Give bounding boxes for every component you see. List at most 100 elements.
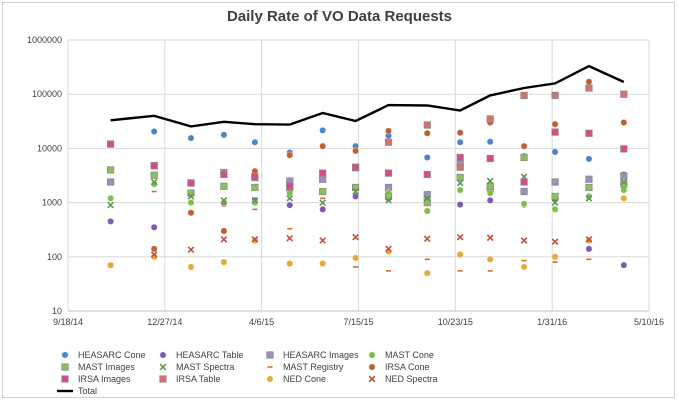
data-point xyxy=(423,154,431,161)
legend-label: HEASARC Cone xyxy=(78,350,146,360)
y-tick-label: 1000 xyxy=(42,198,62,208)
data-point xyxy=(107,178,115,186)
data-point xyxy=(551,205,559,213)
data-point xyxy=(150,251,158,258)
data-point xyxy=(251,196,259,204)
legend-swatch xyxy=(159,375,167,383)
data-point xyxy=(187,179,195,187)
data-point xyxy=(585,78,593,86)
y-tick-label: 100 xyxy=(47,252,62,262)
data-point xyxy=(107,140,115,148)
data-point xyxy=(319,175,327,183)
data-point xyxy=(187,263,195,271)
data-point xyxy=(486,234,494,242)
data-point xyxy=(456,179,464,187)
data-point xyxy=(187,193,195,200)
data-point xyxy=(520,91,528,100)
data-point xyxy=(352,233,359,241)
legend-swatch xyxy=(61,351,69,359)
data-point xyxy=(585,235,593,243)
data-point xyxy=(107,261,115,269)
data-point xyxy=(384,138,393,146)
data-point xyxy=(319,126,327,134)
data-point xyxy=(520,142,528,150)
legend-label: IRSA Cone xyxy=(385,362,430,372)
legend-swatch xyxy=(368,351,376,359)
chart-title: Daily Rate of VO Data Requests xyxy=(226,8,453,25)
legend-label: MAST Images xyxy=(78,362,135,372)
data-point xyxy=(520,187,528,196)
data-point xyxy=(486,138,494,146)
data-point xyxy=(551,120,559,128)
data-point xyxy=(423,269,431,277)
data-point xyxy=(423,129,431,137)
data-point xyxy=(187,134,195,142)
legend-label: IRSA Images xyxy=(78,374,131,384)
data-point xyxy=(585,175,593,183)
legend-label: IRSA Table xyxy=(176,374,220,384)
data-point xyxy=(150,128,158,135)
data-point xyxy=(620,261,628,269)
legend-label: NED Cone xyxy=(283,374,326,384)
data-point xyxy=(319,187,327,196)
data-point xyxy=(220,196,228,204)
data-point xyxy=(423,207,431,215)
data-point xyxy=(319,199,327,206)
data-point xyxy=(520,178,528,186)
data-point xyxy=(620,186,628,194)
legend-label: HEASARC Images xyxy=(283,350,359,360)
data-point xyxy=(385,196,392,204)
data-point xyxy=(486,196,494,204)
data-point xyxy=(456,186,464,194)
data-point xyxy=(585,129,593,137)
data-point xyxy=(585,194,593,202)
data-point xyxy=(620,172,628,180)
legend-swatch xyxy=(368,375,376,383)
data-point xyxy=(423,170,431,179)
legend-label: NED Spectra xyxy=(385,374,438,384)
legend-swatch xyxy=(61,363,69,371)
data-point xyxy=(585,84,593,92)
legend-swatch xyxy=(159,363,167,371)
data-point xyxy=(150,180,158,188)
data-point xyxy=(107,194,115,202)
data-point xyxy=(351,163,360,171)
x-tick-label: 12/27/14 xyxy=(147,317,182,327)
data-point xyxy=(220,258,228,266)
data-point xyxy=(551,199,559,206)
data-point xyxy=(620,145,628,153)
legend-label: MAST Registry xyxy=(283,362,344,372)
data-point xyxy=(456,138,464,146)
x-tick-label: 5/10/16 xyxy=(634,317,664,327)
data-point xyxy=(107,166,115,174)
data-point xyxy=(286,182,294,190)
y-tick-label: 10 xyxy=(52,306,62,316)
x-tick-label: 4/6/15 xyxy=(249,317,274,327)
legend-swatch xyxy=(61,375,69,383)
data-point xyxy=(520,200,528,208)
x-tick-label: 10/23/15 xyxy=(438,317,473,327)
data-point xyxy=(352,254,359,262)
data-point xyxy=(286,194,294,202)
data-point xyxy=(286,151,294,159)
data-point xyxy=(423,194,431,202)
data-point xyxy=(251,235,259,243)
data-point xyxy=(456,173,464,182)
data-point xyxy=(486,177,494,185)
data-point xyxy=(620,90,628,98)
legend-label: MAST Spectra xyxy=(176,362,234,372)
data-point xyxy=(551,91,559,100)
data-point xyxy=(150,223,158,231)
data-point xyxy=(585,183,593,192)
legend-swatch xyxy=(159,351,167,359)
data-point xyxy=(520,263,528,271)
legend-swatch xyxy=(368,363,376,371)
data-point xyxy=(150,171,158,179)
data-point xyxy=(286,201,294,209)
data-point xyxy=(220,131,228,139)
data-point xyxy=(551,238,559,246)
data-point xyxy=(150,245,158,253)
data-point xyxy=(220,227,228,235)
data-point xyxy=(286,234,294,242)
data-point xyxy=(486,255,494,263)
